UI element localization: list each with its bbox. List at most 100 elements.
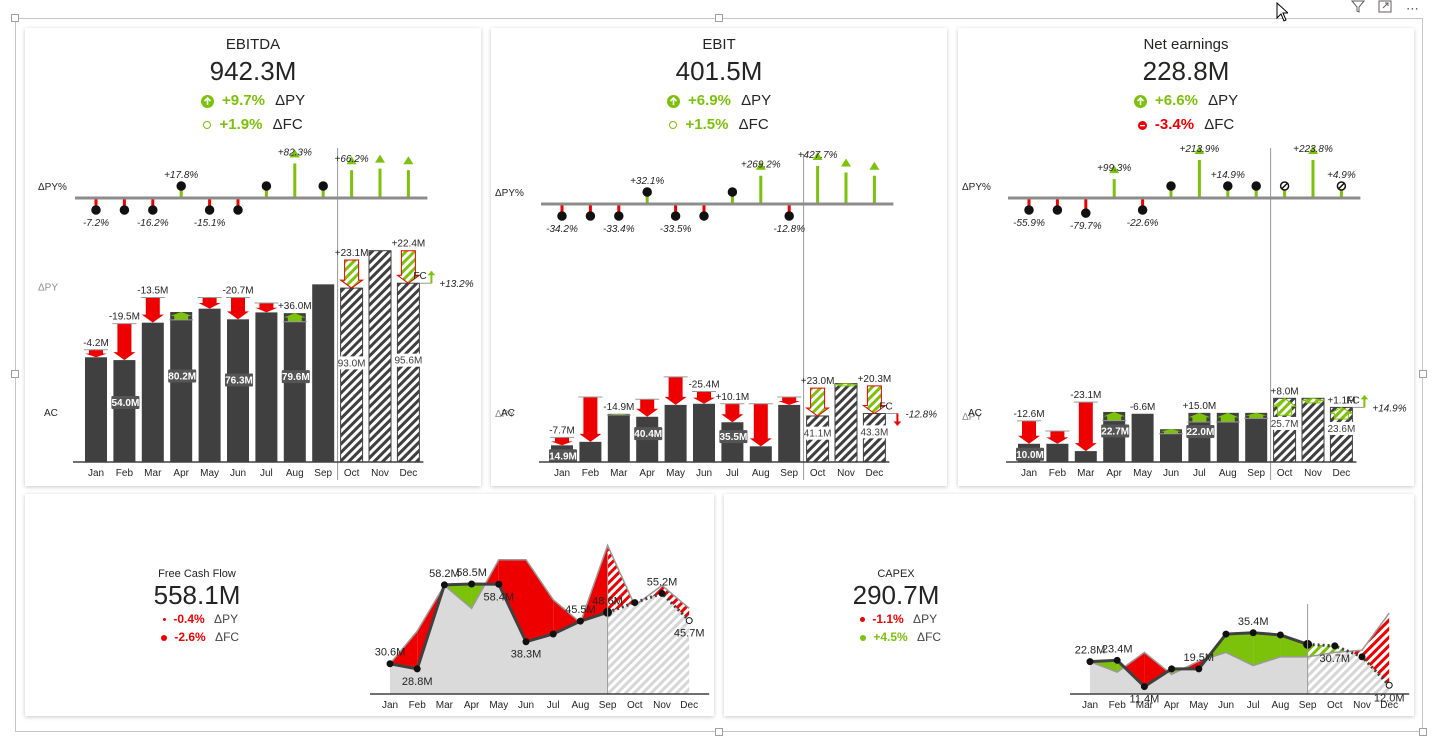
data-label: 28.8M — [402, 676, 433, 688]
ac-value-label: 14.9M — [549, 451, 577, 462]
variance-arrow — [1216, 412, 1239, 422]
variance-arrow — [198, 297, 221, 309]
data-label: 30.6M — [375, 647, 406, 659]
ac-point — [631, 599, 639, 607]
x-axis-tick-label: Oct — [1277, 468, 1293, 479]
forecast-area — [1307, 644, 1390, 694]
delta-value-label: -19.5M — [109, 312, 140, 323]
variance-arrow — [805, 387, 831, 417]
delta-value-label: -6.6M — [1130, 402, 1156, 413]
data-label: 38.3M — [511, 649, 542, 661]
dpy-pct-label: +223.8% — [1293, 144, 1333, 155]
ac-value-label: 25.7M — [1271, 419, 1299, 430]
outlier-marker-icon — [1109, 165, 1120, 174]
ebit-card[interactable]: EBIT 401.5M +6.9% ΔPY +1.5% ΔFC ΔPY% ΔPY A… — [491, 28, 947, 486]
x-axis-tick-label: Mar — [436, 700, 454, 711]
ac-value-label: 10.0M — [1016, 450, 1044, 461]
resize-handle-bottom[interactable] — [715, 728, 723, 736]
outlier-marker-icon — [1194, 146, 1205, 154]
resize-handle-left[interactable] — [11, 370, 19, 378]
ac-point — [1113, 656, 1121, 664]
ac-bar — [227, 319, 249, 462]
delta-value-label: +15.0M — [1183, 401, 1217, 412]
ac-point — [1086, 658, 1094, 666]
dpy-pct-dot — [1024, 205, 1034, 215]
resize-handle-bottom-right[interactable] — [1419, 728, 1427, 736]
card-title: Free Cash Flow — [158, 568, 236, 580]
variance-arrow — [1046, 431, 1069, 444]
x-axis-tick-label: Mar — [610, 468, 628, 479]
positive-variance-area — [1307, 644, 1335, 657]
dpy-pct-label: +427.7% — [798, 150, 838, 161]
visual-header-toolbar: ⋯ — [1341, 0, 1420, 16]
data-label: 58.5M — [456, 567, 487, 579]
ac-label-bg — [168, 369, 197, 383]
variance-arrow — [283, 313, 306, 322]
ac-value-label: 43.3M — [861, 427, 889, 438]
ac-bar — [283, 313, 306, 462]
x-axis-tick-label: Sep — [599, 700, 617, 711]
dpy-pct-label: -16.2% — [137, 218, 169, 229]
ac-point — [1331, 642, 1339, 650]
mouse-cursor-icon — [1276, 1, 1290, 27]
dpy-pct-dot — [1166, 181, 1176, 191]
ac-bar — [749, 446, 772, 462]
delta-py-value: +6.9% — [688, 92, 731, 109]
variance-arrow — [1272, 397, 1298, 416]
ac-label-bg — [225, 373, 253, 387]
capex-card[interactable]: CAPEX 290.7M -1.1% ΔPY +4.5% ΔFC 22.8M 23… — [724, 494, 1414, 716]
free-cash-flow-card[interactable]: Free Cash Flow 558.1M -0.4% ΔPY -2.6% ΔF… — [25, 494, 714, 716]
net-earnings-card[interactable]: Net earnings 228.8M +6.6% ΔPY -3.4% ΔFC … — [958, 28, 1414, 486]
ac-label-bg — [1328, 421, 1355, 435]
negative-variance-area — [1124, 652, 1145, 687]
resize-handle-right[interactable] — [1419, 370, 1427, 378]
variance-arrow — [85, 349, 107, 358]
filter-icon[interactable] — [1350, 0, 1365, 16]
ac-point — [1195, 665, 1203, 673]
delta-value-label: +23.0M — [801, 376, 835, 387]
ac-bar — [778, 404, 801, 462]
data-label: 11.4M — [1130, 694, 1160, 706]
ac-point — [1168, 665, 1176, 673]
x-axis-tick-label: Jun — [230, 468, 246, 479]
delta-value-label: +22.4M — [392, 239, 426, 250]
ac-point — [549, 630, 557, 638]
delta-py-row: +9.7% ΔPY — [25, 92, 481, 109]
x-axis-tick-label: Sep — [1247, 468, 1265, 479]
ac-point — [1385, 681, 1393, 689]
focus-mode-icon[interactable] — [1378, 0, 1392, 16]
variance-arrow — [664, 376, 687, 405]
variance-arrow — [721, 403, 744, 423]
dpy-pct-label: -33.5% — [660, 224, 692, 235]
x-axis-tick-label: May — [1189, 700, 1208, 711]
resize-handle-top-left[interactable] — [11, 14, 19, 22]
small-dot-icon — [669, 121, 678, 130]
ac-value-label: 40.4M — [634, 429, 662, 440]
ac-label-bg — [719, 430, 748, 444]
x-axis-tick-label: Aug — [1219, 468, 1237, 479]
ac-point — [1222, 630, 1230, 638]
x-axis-tick-label: Oct — [1327, 700, 1343, 711]
delta-fc-row: +4.5% ΔFC — [860, 630, 941, 644]
dpy-pct-dot — [91, 205, 101, 215]
ac-value-label: 22.0M — [1187, 427, 1215, 438]
card-total-value: 228.8M — [1142, 56, 1230, 86]
x-axis-tick-label: Jul — [1193, 468, 1206, 479]
delta-py-label: ΔPY — [913, 612, 938, 626]
ac-label-bg — [338, 356, 365, 370]
delta-fc-value: +4.5% — [873, 630, 908, 644]
fc-delta-label: -12.8% — [905, 410, 937, 421]
more-options-icon[interactable]: ⋯ — [1406, 1, 1420, 16]
variance-arrow — [834, 383, 858, 387]
ebitda-card[interactable]: EBITDA 942.3M +9.7% ΔPY +1.9% ΔFC ΔPY% ΔP… — [25, 28, 481, 486]
ac-bar — [834, 383, 858, 463]
ac-label-bg — [395, 353, 422, 367]
variance-arrow — [339, 259, 365, 289]
outlier-marker-icon — [346, 156, 357, 165]
dpy-pct-dot-slash — [1281, 182, 1289, 190]
ac-value-label: 76.3M — [225, 376, 253, 387]
delta-py-value: -1.1% — [872, 612, 904, 626]
resize-handle-top[interactable] — [715, 14, 723, 22]
x-axis-tick-label: Dec — [1333, 468, 1351, 479]
x-axis-tick-label: Oct — [344, 468, 360, 479]
